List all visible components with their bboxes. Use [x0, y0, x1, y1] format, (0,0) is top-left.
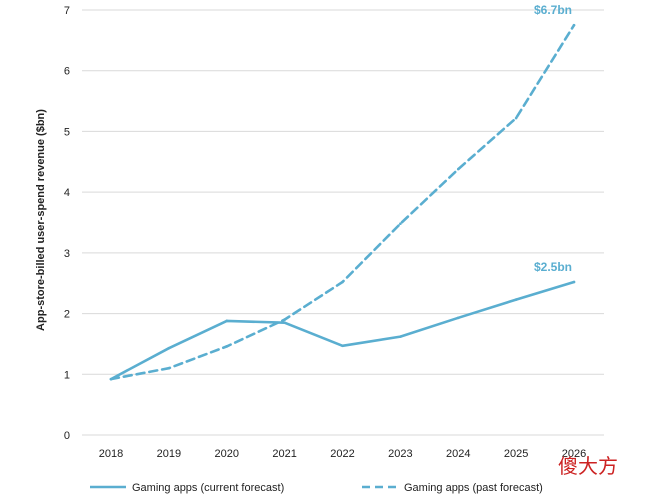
- y-tick-label: 3: [64, 248, 70, 260]
- x-tick-label: 2018: [99, 448, 123, 460]
- x-tick-label: 2019: [157, 448, 181, 460]
- x-tick-label: 2023: [388, 448, 412, 460]
- data-point: [456, 167, 460, 171]
- data-point: [283, 321, 286, 324]
- x-tick-label: 2025: [504, 448, 528, 460]
- y-tick-labels: 0 1 2 3 4 5 6 7: [64, 5, 70, 442]
- series-line-past-forecast: [109, 23, 576, 381]
- data-point: [167, 346, 171, 350]
- data-point: [225, 319, 229, 323]
- x-tick-label: 2022: [330, 448, 354, 460]
- y-tick-label: 4: [64, 187, 70, 199]
- y-tick-label: 1: [64, 369, 70, 381]
- data-point: [399, 222, 402, 226]
- y-tick-label: 2: [64, 309, 70, 321]
- end-data-label: $2.5bn: [534, 260, 572, 274]
- data-point: [283, 318, 286, 321]
- data-point: [225, 345, 229, 348]
- watermark-text: 傻大方: [558, 454, 618, 478]
- data-point: [514, 116, 518, 120]
- x-tick-labels: 2018 2019 2020 2021 2022 2023 2024 2025 2026: [99, 448, 586, 460]
- data-point: [399, 335, 402, 338]
- x-tick-label: 2021: [272, 448, 296, 460]
- legend-label: Gaming apps (past forecast): [404, 482, 543, 494]
- data-point: [572, 280, 576, 284]
- y-axis-label: App-store-billed user-spend revenue ($bn…: [35, 109, 47, 331]
- y-tick-label: 5: [64, 126, 70, 138]
- watermark: 傻大方: [558, 454, 618, 478]
- series-lines: [109, 23, 576, 381]
- data-point: [572, 23, 576, 27]
- y-tick-label: 0: [64, 430, 70, 442]
- legend-label: Gaming apps (current forecast): [132, 482, 284, 494]
- legend: Gaming apps (current forecast) Gaming app…: [90, 482, 543, 494]
- gridlines: [82, 9, 604, 436]
- data-point: [167, 366, 171, 370]
- data-point: [109, 377, 113, 381]
- x-tick-label: 2024: [446, 448, 470, 460]
- x-tick-label: 2026: [562, 448, 586, 460]
- x-tick-label: 2020: [215, 448, 239, 460]
- y-tick-label: 6: [64, 66, 70, 78]
- y-tick-label: 7: [64, 5, 70, 17]
- data-point: [514, 298, 518, 301]
- data-point: [341, 280, 344, 284]
- data-point: [341, 344, 344, 348]
- end-data-label: $6.7bn: [534, 3, 572, 17]
- data-point: [456, 316, 460, 320]
- data-labels: $2.5bn $6.7bn: [534, 3, 572, 274]
